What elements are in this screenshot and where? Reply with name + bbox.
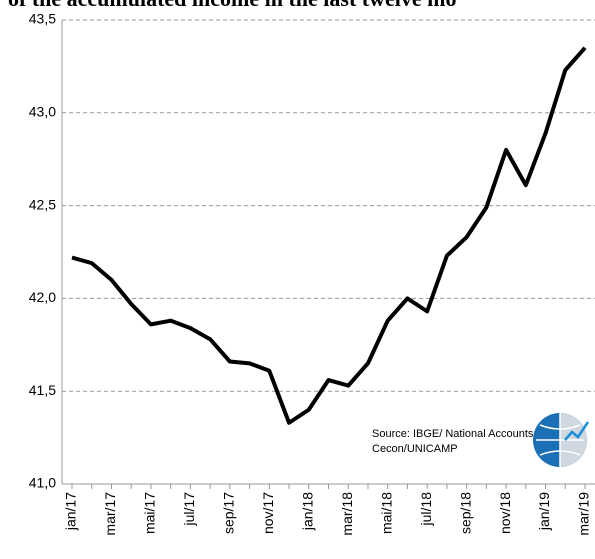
x-tick-label: mai/17 — [142, 492, 158, 534]
x-tick-label: sep/18 — [457, 492, 473, 534]
x-tick-label: nov/18 — [497, 492, 513, 534]
x-tick-label: mar/18 — [339, 492, 355, 536]
source-note: Cecon/UNICAMP — [372, 443, 458, 455]
y-tick-label: 41,5 — [29, 382, 56, 398]
x-tick-label: jul/18 — [418, 492, 434, 527]
x-tick-label: mar/17 — [102, 492, 118, 536]
x-tick-label: jan/17 — [63, 492, 79, 531]
y-tick-label: 43,5 — [29, 11, 56, 27]
x-tick-label: jan/18 — [299, 492, 315, 531]
data-line — [71, 46, 587, 425]
x-tick-label: mai/18 — [378, 492, 394, 534]
x-tick-label: jan/19 — [536, 492, 552, 531]
x-tick-label: sep/17 — [221, 492, 237, 534]
logo — [533, 413, 590, 467]
x-tick-label: nov/17 — [260, 492, 276, 534]
y-tick-label: 42,5 — [29, 196, 56, 212]
chart-title: of the accumulated income in the last tw… — [8, 0, 456, 11]
y-tick-label: 42,0 — [29, 289, 56, 305]
source-note: Source: IBGE/ National Accounts. — [372, 428, 536, 440]
x-tick-label: jul/17 — [181, 492, 197, 527]
y-tick-label: 41,0 — [29, 475, 56, 491]
y-tick-label: 43,0 — [29, 104, 56, 120]
x-tick-label: mar/19 — [576, 492, 592, 536]
